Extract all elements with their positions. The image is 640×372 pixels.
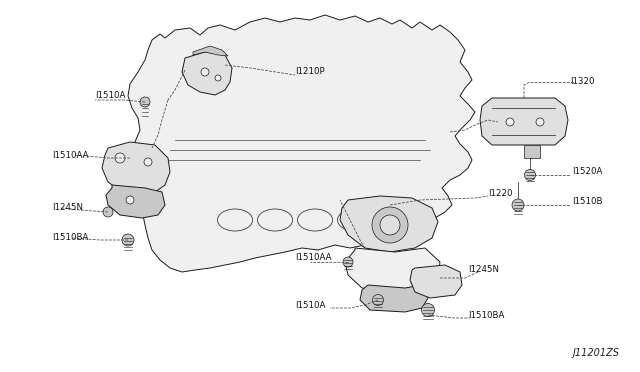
Polygon shape bbox=[193, 46, 228, 56]
Polygon shape bbox=[340, 196, 438, 252]
Circle shape bbox=[144, 158, 152, 166]
Circle shape bbox=[536, 118, 544, 126]
Polygon shape bbox=[410, 265, 462, 298]
Ellipse shape bbox=[257, 209, 292, 231]
Circle shape bbox=[422, 304, 435, 317]
Circle shape bbox=[215, 75, 221, 81]
Circle shape bbox=[103, 207, 113, 217]
Polygon shape bbox=[360, 285, 428, 312]
Text: I1510AA: I1510AA bbox=[295, 253, 332, 263]
Circle shape bbox=[115, 153, 125, 163]
Circle shape bbox=[512, 199, 524, 211]
Text: I1210P: I1210P bbox=[295, 67, 324, 77]
Polygon shape bbox=[345, 248, 440, 292]
Polygon shape bbox=[480, 98, 568, 145]
Text: I1245N: I1245N bbox=[468, 266, 499, 275]
Polygon shape bbox=[102, 142, 170, 195]
Circle shape bbox=[343, 257, 353, 267]
Text: I1320: I1320 bbox=[570, 77, 595, 87]
Text: I1510A: I1510A bbox=[295, 301, 325, 311]
Text: I1220: I1220 bbox=[488, 189, 513, 198]
Circle shape bbox=[122, 234, 134, 246]
Ellipse shape bbox=[337, 209, 372, 231]
Circle shape bbox=[506, 118, 514, 126]
Text: I1510A: I1510A bbox=[95, 92, 125, 100]
Polygon shape bbox=[106, 185, 165, 218]
Text: I1510BA: I1510BA bbox=[52, 232, 88, 241]
Circle shape bbox=[525, 170, 536, 180]
Ellipse shape bbox=[298, 209, 333, 231]
Circle shape bbox=[372, 295, 383, 305]
Text: I1510AA: I1510AA bbox=[52, 151, 88, 160]
Circle shape bbox=[126, 196, 134, 204]
Ellipse shape bbox=[218, 209, 253, 231]
Text: I1510BA: I1510BA bbox=[468, 311, 504, 321]
Circle shape bbox=[372, 207, 408, 243]
Text: I1510B: I1510B bbox=[572, 198, 602, 206]
Polygon shape bbox=[524, 145, 540, 158]
Circle shape bbox=[380, 215, 400, 235]
Text: I1245N: I1245N bbox=[52, 202, 83, 212]
Text: I1520A: I1520A bbox=[572, 167, 602, 176]
Polygon shape bbox=[182, 52, 232, 95]
Circle shape bbox=[201, 68, 209, 76]
Text: J11201ZS: J11201ZS bbox=[573, 348, 620, 358]
Polygon shape bbox=[128, 15, 475, 272]
Circle shape bbox=[140, 97, 150, 107]
